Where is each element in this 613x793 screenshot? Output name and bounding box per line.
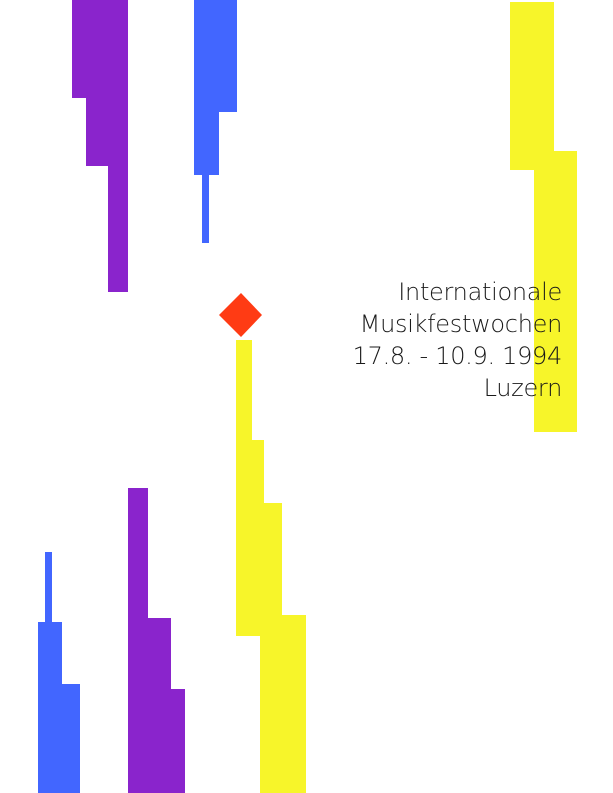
festival-city: Luzern [483,374,563,402]
festival-title-line-2: Musikfestwochen [359,310,563,338]
yellow-bar-right [510,2,577,432]
blue-bar-top [194,0,237,243]
festival-dates: 17.8. - 10.9. 1994 [352,342,563,370]
yellow-bar-center [236,340,306,793]
purple-bar-bottom [128,488,185,793]
purple-bar-top [72,0,128,292]
orange-diamond [219,293,262,337]
blue-bar-bottom [38,552,80,793]
festival-title-line-1: Internationale [398,278,562,306]
festival-title-block: Internationale Musikfestwochen 17.8. - 1… [352,276,563,404]
